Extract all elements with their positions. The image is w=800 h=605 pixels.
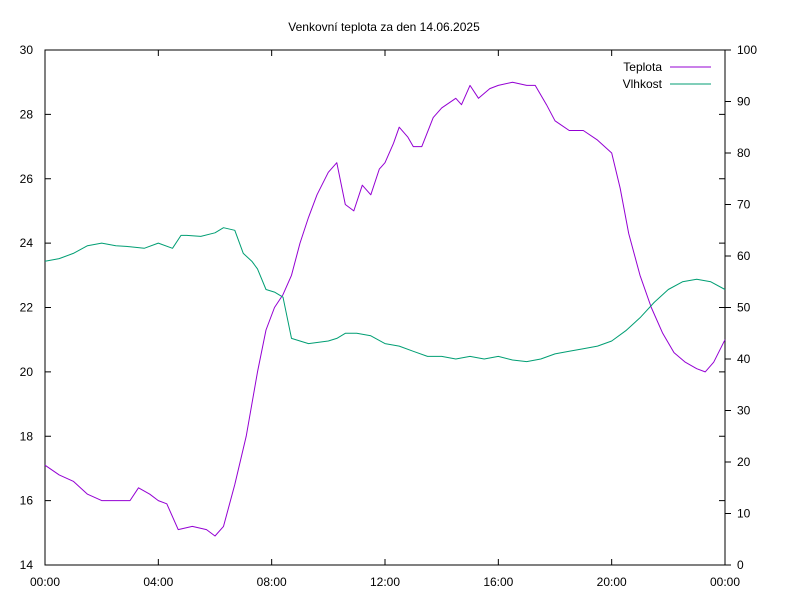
left-y-tick-label: 16 [20,494,34,508]
x-tick-label: 00:00 [30,575,60,589]
right-y-tick-label: 70 [737,198,751,212]
left-y-tick-label: 20 [20,365,34,379]
right-y-tick-label: 90 [737,95,751,109]
plot-frame [44,49,726,566]
legend: Teplota Vlhkost [623,60,711,91]
left-y-tick-label: 18 [20,429,34,443]
left-y-tick-label: 24 [20,236,34,250]
right-y-tick-label: 100 [737,43,757,57]
series-lines [44,81,726,537]
right-y-axis: 0 10 20 30 40 50 60 70 80 90 100 [725,43,757,572]
right-y-tick-label: 30 [737,404,751,418]
x-tick-label: 08:00 [257,575,287,589]
left-y-tick-label: 28 [20,107,34,121]
right-y-tick-label: 60 [737,249,751,263]
legend-label-teplota: Teplota [623,60,662,74]
x-tick-label: 04:00 [143,575,173,589]
left-y-tick-label: 30 [20,43,34,57]
right-y-tick-label: 40 [737,352,751,366]
left-y-axis: 14 16 18 20 22 24 26 28 30 [20,43,725,572]
x-axis: 00:00 04:00 08:00 12:00 16:00 20:00 00:00 [30,50,740,589]
x-tick-label: 20:00 [597,575,627,589]
series-line-teplota [44,81,726,537]
series-line-vlhkost [44,227,726,363]
right-y-tick-label: 0 [737,558,744,572]
chart-title: Venkovní teplota za den 14.06.2025 [288,20,480,34]
right-y-tick-label: 20 [737,455,751,469]
legend-label-vlhkost: Vlhkost [623,77,663,91]
x-tick-label: 16:00 [483,575,513,589]
right-y-tick-label: 50 [737,301,751,315]
right-y-tick-label: 80 [737,146,751,160]
left-y-tick-label: 14 [20,558,34,572]
right-y-tick-label: 10 [737,507,751,521]
x-tick-label: 12:00 [370,575,400,589]
x-tick-label: 00:00 [710,575,740,589]
left-y-tick-label: 26 [20,172,34,186]
left-y-tick-label: 22 [20,301,34,315]
